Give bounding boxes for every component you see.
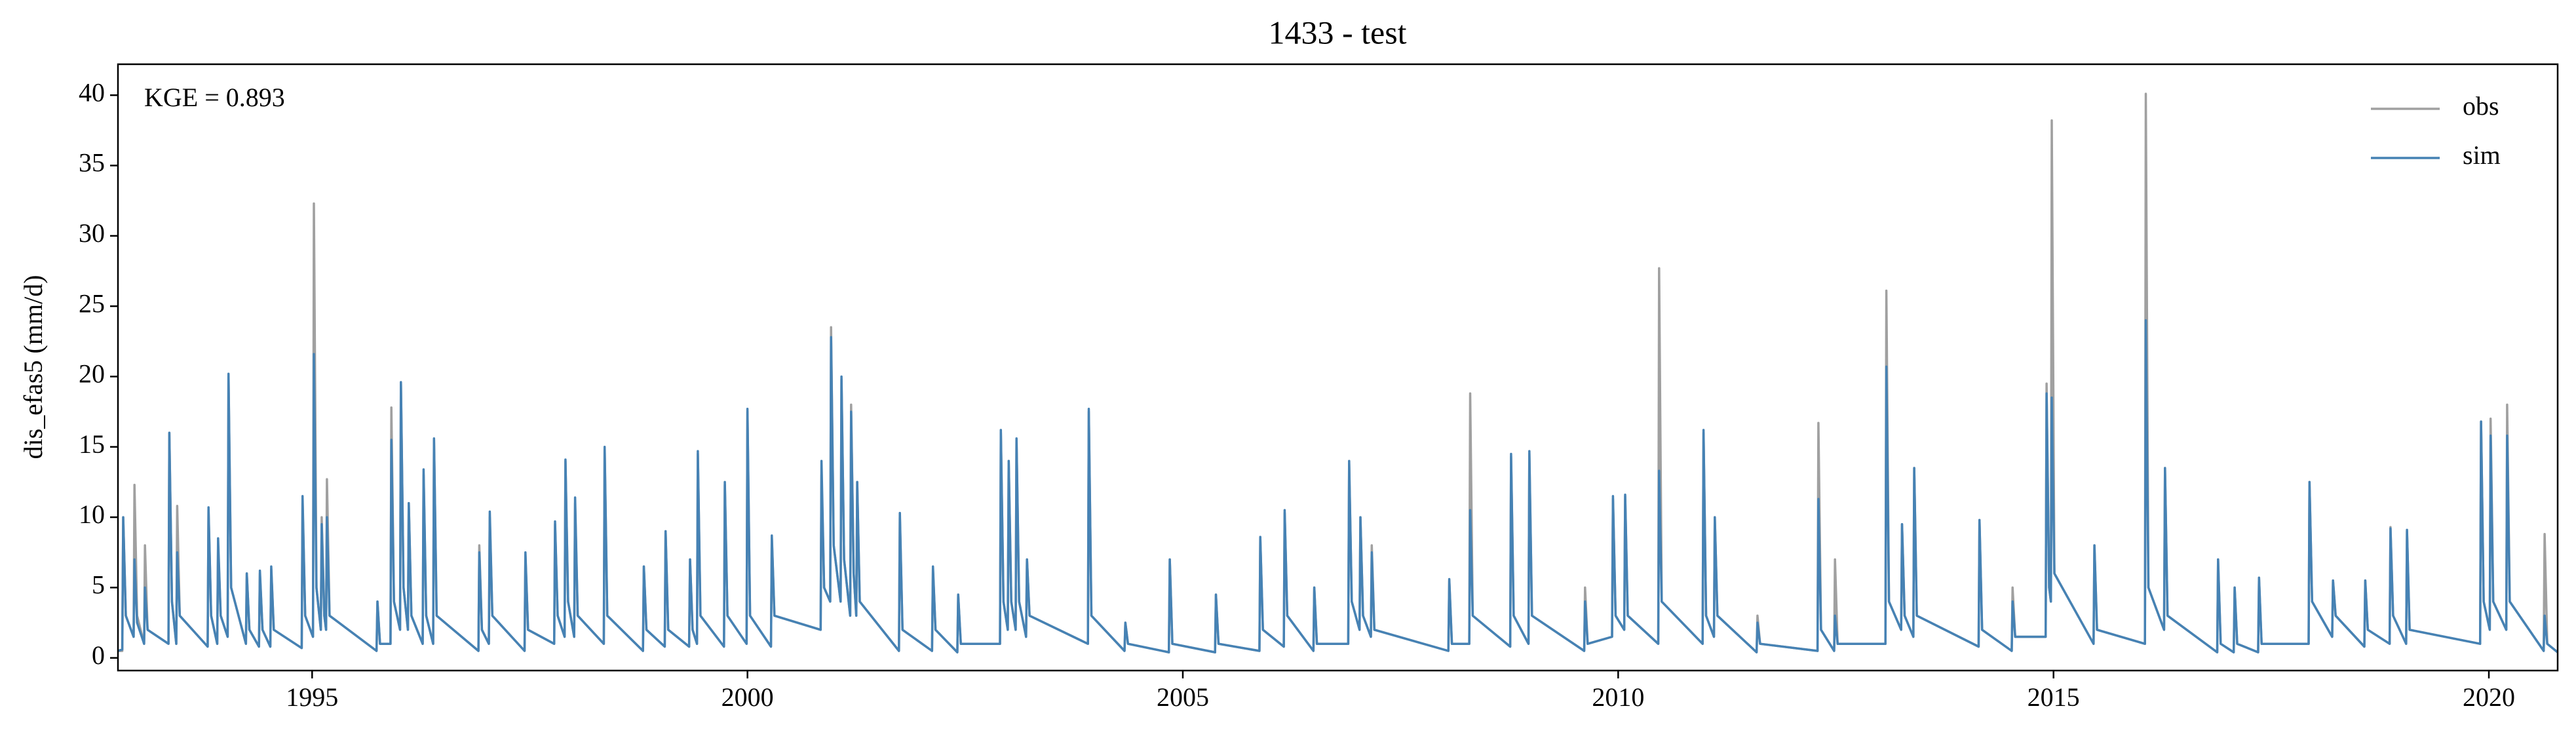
legend-label: sim [2463, 140, 2501, 170]
y-tick-label: 5 [92, 570, 105, 600]
x-tick-label: 2000 [721, 682, 774, 712]
x-tick-label: 2010 [1592, 682, 1644, 712]
y-tick-label: 25 [79, 288, 105, 318]
y-tick-label: 15 [79, 429, 105, 459]
plot-frame [117, 63, 2559, 672]
y-axis-label: dis_efas5 (mm/d) [18, 275, 48, 459]
annotation: KGE = 0.893 [144, 83, 285, 112]
legend-label: obs [2463, 91, 2499, 121]
x-tick-label: 2015 [2028, 682, 2080, 712]
series-line [118, 319, 2558, 654]
y-tick-label: 40 [79, 77, 105, 107]
x-tick-label: 1995 [286, 682, 338, 712]
y-tick-label: 10 [79, 499, 105, 529]
x-tick-label: 2005 [1157, 682, 1209, 712]
x-tick-label: 2020 [2463, 682, 2515, 712]
y-tick-label: 35 [79, 148, 105, 178]
y-tick-label: 0 [92, 640, 105, 670]
y-tick-label: 30 [79, 218, 105, 248]
y-tick-label: 20 [79, 359, 105, 389]
chart-title: 1433 - test [1268, 14, 1406, 50]
series-line [118, 92, 2558, 654]
